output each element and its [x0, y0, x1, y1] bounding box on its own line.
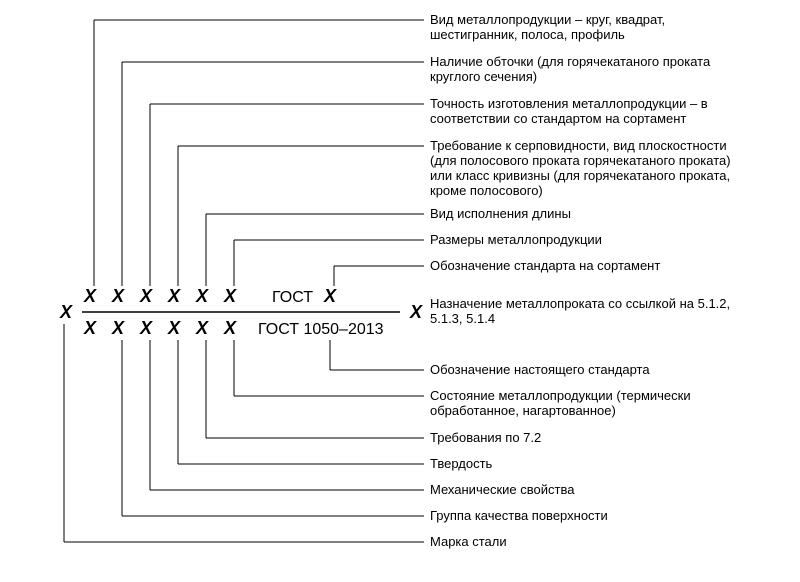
denominator-x-0: X [83, 318, 97, 338]
trailing-x: X [409, 302, 423, 322]
leading-x: X [59, 302, 73, 322]
label-bottom-5: Группа качества поверхности [430, 508, 608, 523]
label-top-1: Наличие обточки (для горячекатаного прок… [430, 54, 711, 84]
label-top-0: Вид металлопродукции – круг, квадрат,шес… [430, 12, 665, 42]
label-bottom-1: Состояние металлопродукции (термическиоб… [430, 388, 691, 418]
denominator-x-3: X [167, 318, 181, 338]
label-top-5: Размеры металлопродукции [430, 232, 602, 247]
numerator-suffix-x: X [323, 286, 337, 306]
numerator-suffix: ГОСТ [272, 289, 313, 306]
numerator-x-2: X [139, 286, 153, 306]
numerator-x-5: X [223, 286, 237, 306]
label-right: Назначение металлопроката со ссылкой на … [430, 296, 730, 326]
numerator-x-1: X [111, 286, 125, 306]
label-bottom-0: Обозначение настоящего стандарта [430, 362, 650, 377]
numerator-x-4: X [195, 286, 209, 306]
denominator-x-4: X [195, 318, 209, 338]
label-bottom-2: Требования по 7.2 [430, 430, 541, 445]
label-top-3: Требование к серповидности, вид плоскост… [430, 138, 731, 198]
label-bottom-4: Механические свойства [430, 482, 575, 497]
label-top-4: Вид исполнения длины [430, 206, 571, 221]
label-top-2: Точность изготовления металлопродукции –… [430, 96, 708, 126]
label-bottom-3: Твердость [430, 456, 493, 471]
denominator-x-5: X [223, 318, 237, 338]
denominator-suffix: ГОСТ 1050–2013 [258, 321, 384, 338]
denominator-x-2: X [139, 318, 153, 338]
designation-diagram: XXXXXXXГОСТXXXXXXXГОСТ 1050–2013XНазначе… [0, 0, 800, 582]
denominator-x-1: X [111, 318, 125, 338]
numerator-x-0: X [83, 286, 97, 306]
label-top-6: Обозначение стандарта на сортамент [430, 258, 660, 273]
numerator-x-3: X [167, 286, 181, 306]
label-bottom-6: Марка стали [430, 534, 507, 549]
